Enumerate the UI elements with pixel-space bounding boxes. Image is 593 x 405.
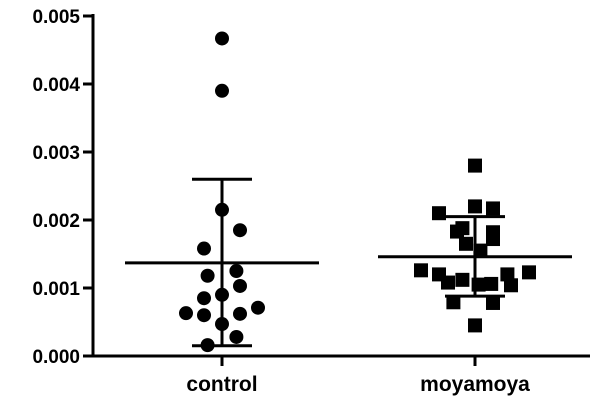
- data-point: [197, 241, 211, 256]
- x-category-label: control: [186, 373, 257, 396]
- data-point: [414, 263, 428, 278]
- x-axis: control moyamoya: [91, 354, 590, 396]
- data-point: [468, 318, 482, 333]
- data-point: [459, 236, 473, 251]
- data-point: [197, 308, 211, 323]
- data-point: [522, 265, 536, 280]
- data-point: [215, 31, 229, 46]
- data-point: [486, 201, 500, 216]
- y-tick-label: 0.001: [32, 279, 80, 300]
- y-tick-label: 0.002: [32, 211, 80, 232]
- data-point: [486, 232, 500, 247]
- data-point: [446, 295, 461, 310]
- data-point: [251, 300, 265, 315]
- y-tick-label: 0.000: [32, 347, 80, 368]
- data-point: [200, 268, 215, 283]
- data-point: [455, 272, 470, 287]
- data-point: [229, 329, 244, 344]
- y-tick-label: 0.004: [32, 75, 80, 96]
- x-category-label: moyamoya: [420, 373, 530, 396]
- data-point: [468, 199, 482, 214]
- data-point: [468, 158, 482, 173]
- data-point: [473, 243, 488, 258]
- data-point: [197, 291, 211, 306]
- data-point: [233, 306, 247, 321]
- data-point: [500, 267, 515, 282]
- y-tick-label: 0.003: [32, 143, 80, 164]
- data-point: [450, 224, 464, 239]
- data-point: [215, 83, 229, 98]
- data-point: [229, 264, 244, 278]
- data-point: [441, 275, 455, 290]
- data-point: [486, 295, 500, 310]
- data-point: [179, 306, 193, 321]
- data-point: [432, 206, 446, 221]
- series-moyamoya: [378, 158, 572, 333]
- data-point: [233, 278, 247, 293]
- data-point: [484, 276, 499, 291]
- data-point: [504, 278, 518, 293]
- y-tick-label: 0.005: [32, 7, 80, 28]
- series-control: [125, 31, 319, 353]
- data-point: [233, 223, 247, 238]
- data-marks: [125, 31, 572, 353]
- y-axis: 0.000 0.001 0.002 0.003 0.004 0.005: [32, 7, 95, 368]
